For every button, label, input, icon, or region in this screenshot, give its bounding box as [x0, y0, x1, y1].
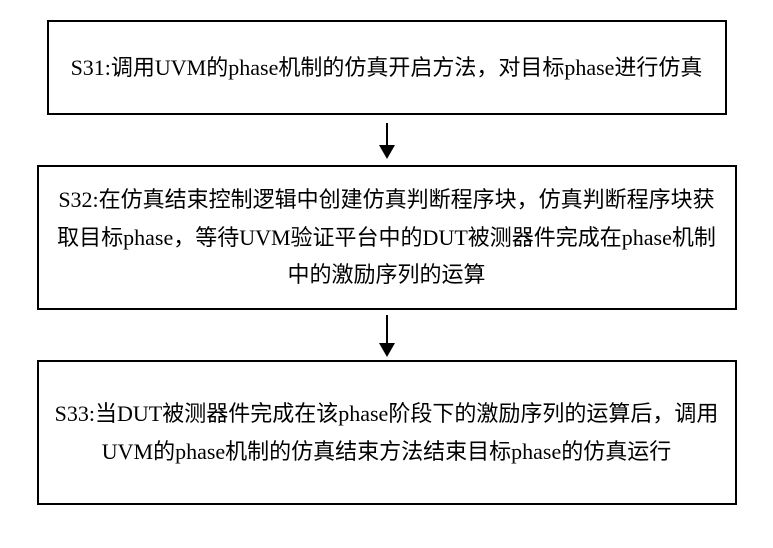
- flowchart-node-s33: S33:当DUT被测器件完成在该phase阶段下的激励序列的运算后，调用UVM的…: [37, 360, 737, 505]
- arrow-down-icon: [386, 123, 388, 157]
- node-text-s32: S32:在仿真结束控制逻辑中创建仿真判断程序块，仿真判断程序块获取目标phase…: [54, 181, 720, 293]
- flowchart-node-s32: S32:在仿真结束控制逻辑中创建仿真判断程序块，仿真判断程序块获取目标phase…: [37, 165, 737, 310]
- flowchart-arrow-1: [30, 115, 743, 165]
- arrow-down-icon: [386, 315, 388, 355]
- node-text-s33: S33:当DUT被测器件完成在该phase阶段下的激励序列的运算后，调用UVM的…: [54, 395, 720, 470]
- flowchart-node-s31: S31:调用UVM的phase机制的仿真开启方法，对目标phase进行仿真: [47, 20, 727, 115]
- flowchart-arrow-2: [30, 310, 743, 360]
- node-text-s31: S31:调用UVM的phase机制的仿真开启方法，对目标phase进行仿真: [71, 49, 703, 86]
